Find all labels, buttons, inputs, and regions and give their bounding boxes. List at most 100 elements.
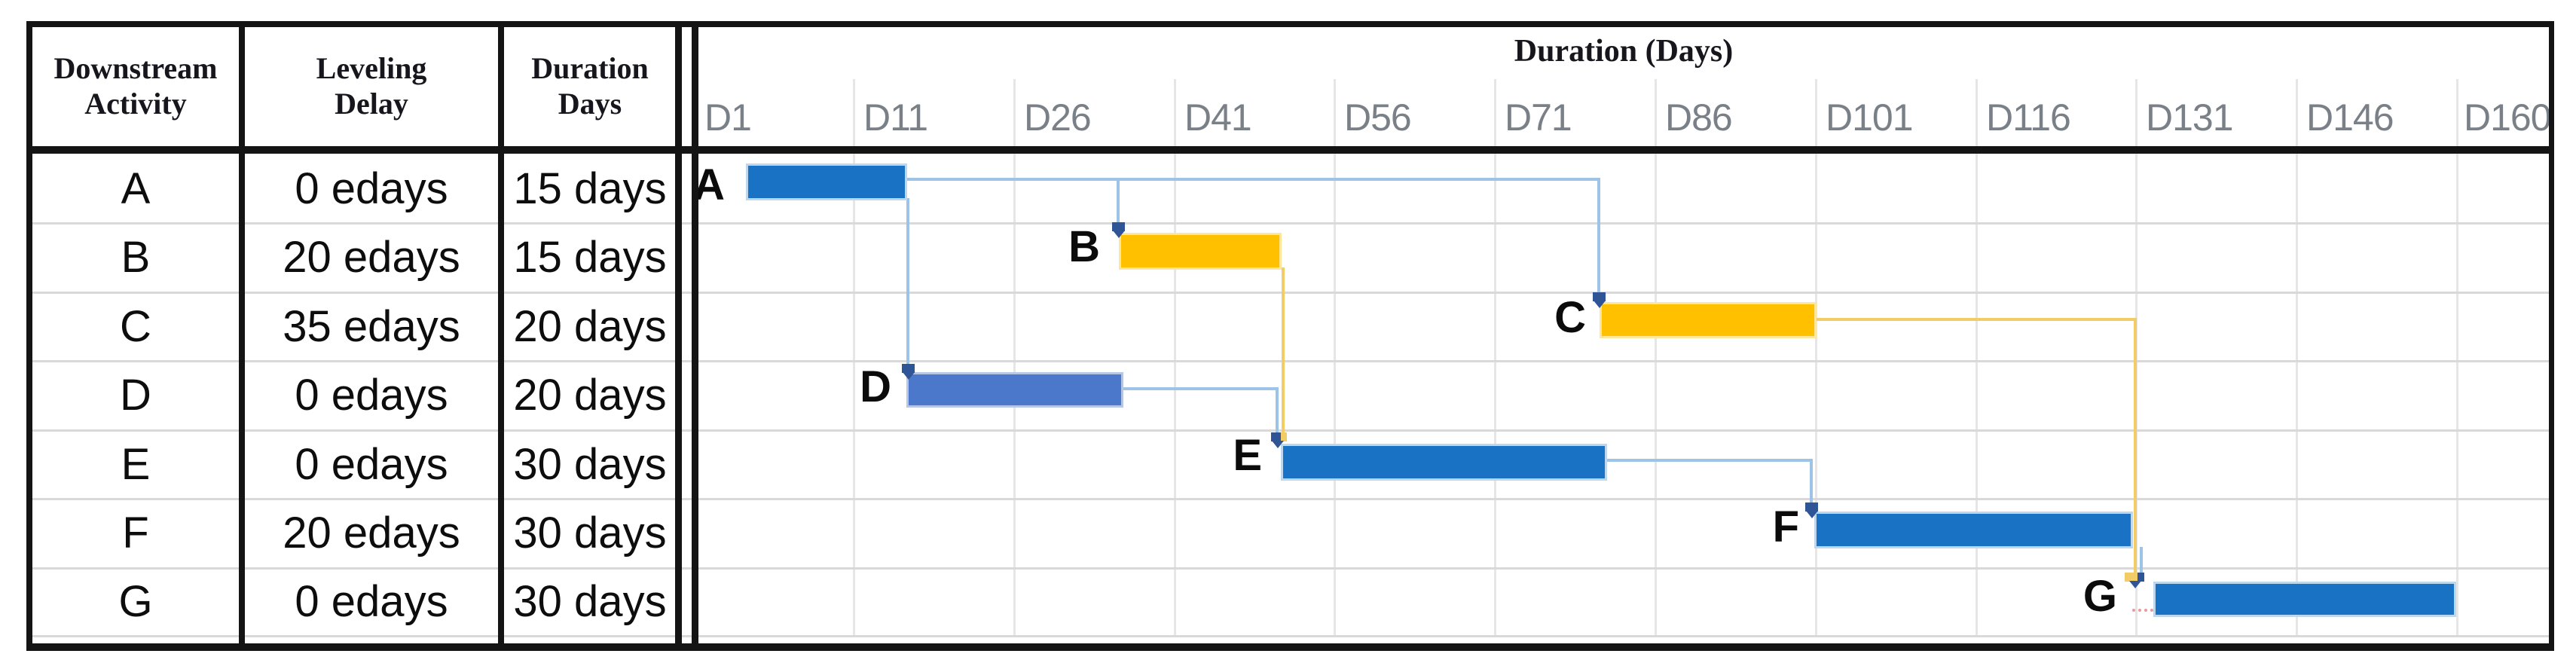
arrow-head-d [903,372,915,380]
gantt-bar-c [1600,302,1817,338]
gridline [1815,79,1817,637]
arrow-marker-e-orange [1281,432,1287,441]
gantt-bar-label-b: B [1068,222,1100,271]
arrow-head-b [1113,231,1125,238]
table-cell-activity-c: C [120,301,151,351]
connector-b-to-e-vertical [1282,267,1285,435]
connector-a-to-b-vertical [1117,178,1120,225]
row-separator [32,360,2549,362]
table-cell-delay-e: 0 edays [295,439,448,489]
arrow-head-f [1806,511,1818,518]
connector-a-to-d-vertical [906,198,909,366]
arrow-head-e [1272,441,1284,448]
gridline [1013,79,1016,637]
axis-label-d146: D146 [2306,96,2394,139]
arrow-marker-d [902,364,915,373]
gantt-bar-label-g: G [2082,572,2117,621]
row-separator [32,222,2549,225]
gridline [1655,79,1657,637]
table-cell-delay-b: 20 edays [283,232,460,282]
table-header-delay-line1: Leveling [316,51,427,85]
connector-e-to-f-horizontal [1607,459,1813,462]
arrow-marker-g [2137,573,2144,582]
table-cell-delay-g: 0 edays [295,577,448,626]
figure-border-top [26,21,2554,27]
table-cell-activity-b: B [121,232,151,282]
arrow-marker-c [1593,292,1606,301]
table-cell-activity-f: F [122,508,149,557]
connector-c-to-g-horizontal [1816,318,2137,321]
row-separator [32,292,2549,294]
table-cell-activity-d: D [120,370,151,420]
table-column-divider-1 [239,21,245,651]
gridline [1334,79,1336,637]
gridline [2456,79,2458,637]
gridline [1174,79,1176,637]
axis-label-d86: D86 [1665,96,1733,139]
gridline [853,79,855,637]
table-cell-duration-f: 30 days [513,508,667,557]
connector-f-to-g-vertical [2140,547,2143,574]
table-header-activity-line2: Activity [84,87,187,121]
chart-left-border [692,21,698,651]
row-separator [32,567,2549,570]
arrow-head-g [2129,581,2141,588]
table-column-divider-2 [498,21,504,651]
gridline [2296,79,2298,637]
axis-label-d41: D41 [1184,96,1252,139]
table-cell-activity-a: A [121,163,151,213]
header-separator [26,146,2554,154]
arrow-marker-f [1805,502,1818,512]
axis-label-d101: D101 [1826,96,1914,139]
axis-label-d1: D1 [704,96,752,139]
gantt-bar-a [746,163,907,200]
table-cell-duration-c: 20 days [513,301,667,351]
gantt-bar-d [906,372,1123,408]
figure-border-right [2549,21,2554,651]
gantt-bar-label-f: F [1772,502,1799,551]
arrow-marker-e [1271,432,1281,441]
table-cell-duration-g: 30 days [513,577,667,626]
gantt-bar-g [2153,582,2456,617]
table-header-delay: Leveling Delay [245,50,498,121]
axis-label-d11: D11 [863,96,928,139]
gantt-bar-f [1814,512,2133,548]
row-separator [32,498,2549,500]
axis-label-d71: D71 [1505,96,1572,139]
gantt-bar-label-d: D [860,362,891,411]
table-header-delay-line2: Delay [335,87,408,121]
axis-label-d26: D26 [1024,96,1092,139]
connector-e-to-f-vertical [1810,459,1813,504]
figure-border-left [26,21,32,651]
table-header-duration-line1: Duration [531,51,649,85]
table-header-duration: Duration Days [504,50,676,121]
table-cell-delay-a: 0 edays [295,163,448,213]
gantt-bar-b [1119,233,1282,270]
table-cell-duration-d: 20 days [513,370,667,420]
table-cell-delay-f: 20 edays [283,508,460,557]
row-separator [32,429,2549,432]
arrow-marker-g-orange [2125,573,2137,582]
table-cell-duration-e: 30 days [513,439,667,489]
table-cell-duration-a: 15 days [513,163,667,213]
table-right-border [675,21,682,651]
axis-label-d131: D131 [2146,96,2234,139]
gridline [1494,79,1496,637]
red-dotted-mark-g [2132,609,2153,612]
axis-label-d116: D116 [1986,96,2071,139]
connector-a-to-c-vertical [1597,178,1600,295]
chart-title: Duration (Days) [1514,34,1734,69]
gridline [1976,79,1978,637]
arrow-head-c [1594,301,1606,308]
table-cell-activity-g: G [118,577,153,626]
connector-d-to-e-vertical [1276,387,1279,435]
row-separator [32,635,2549,637]
table-header-activity-line1: Downstream [53,51,218,85]
axis-label-d56: D56 [1344,96,1412,139]
gantt-bar-label-a: A [693,160,725,209]
connector-a-to-c-horizontal [906,178,1600,181]
table-header-duration-line2: Days [558,87,622,121]
gantt-bar-e [1281,444,1607,481]
table-header-activity: Downstream Activity [32,50,239,121]
